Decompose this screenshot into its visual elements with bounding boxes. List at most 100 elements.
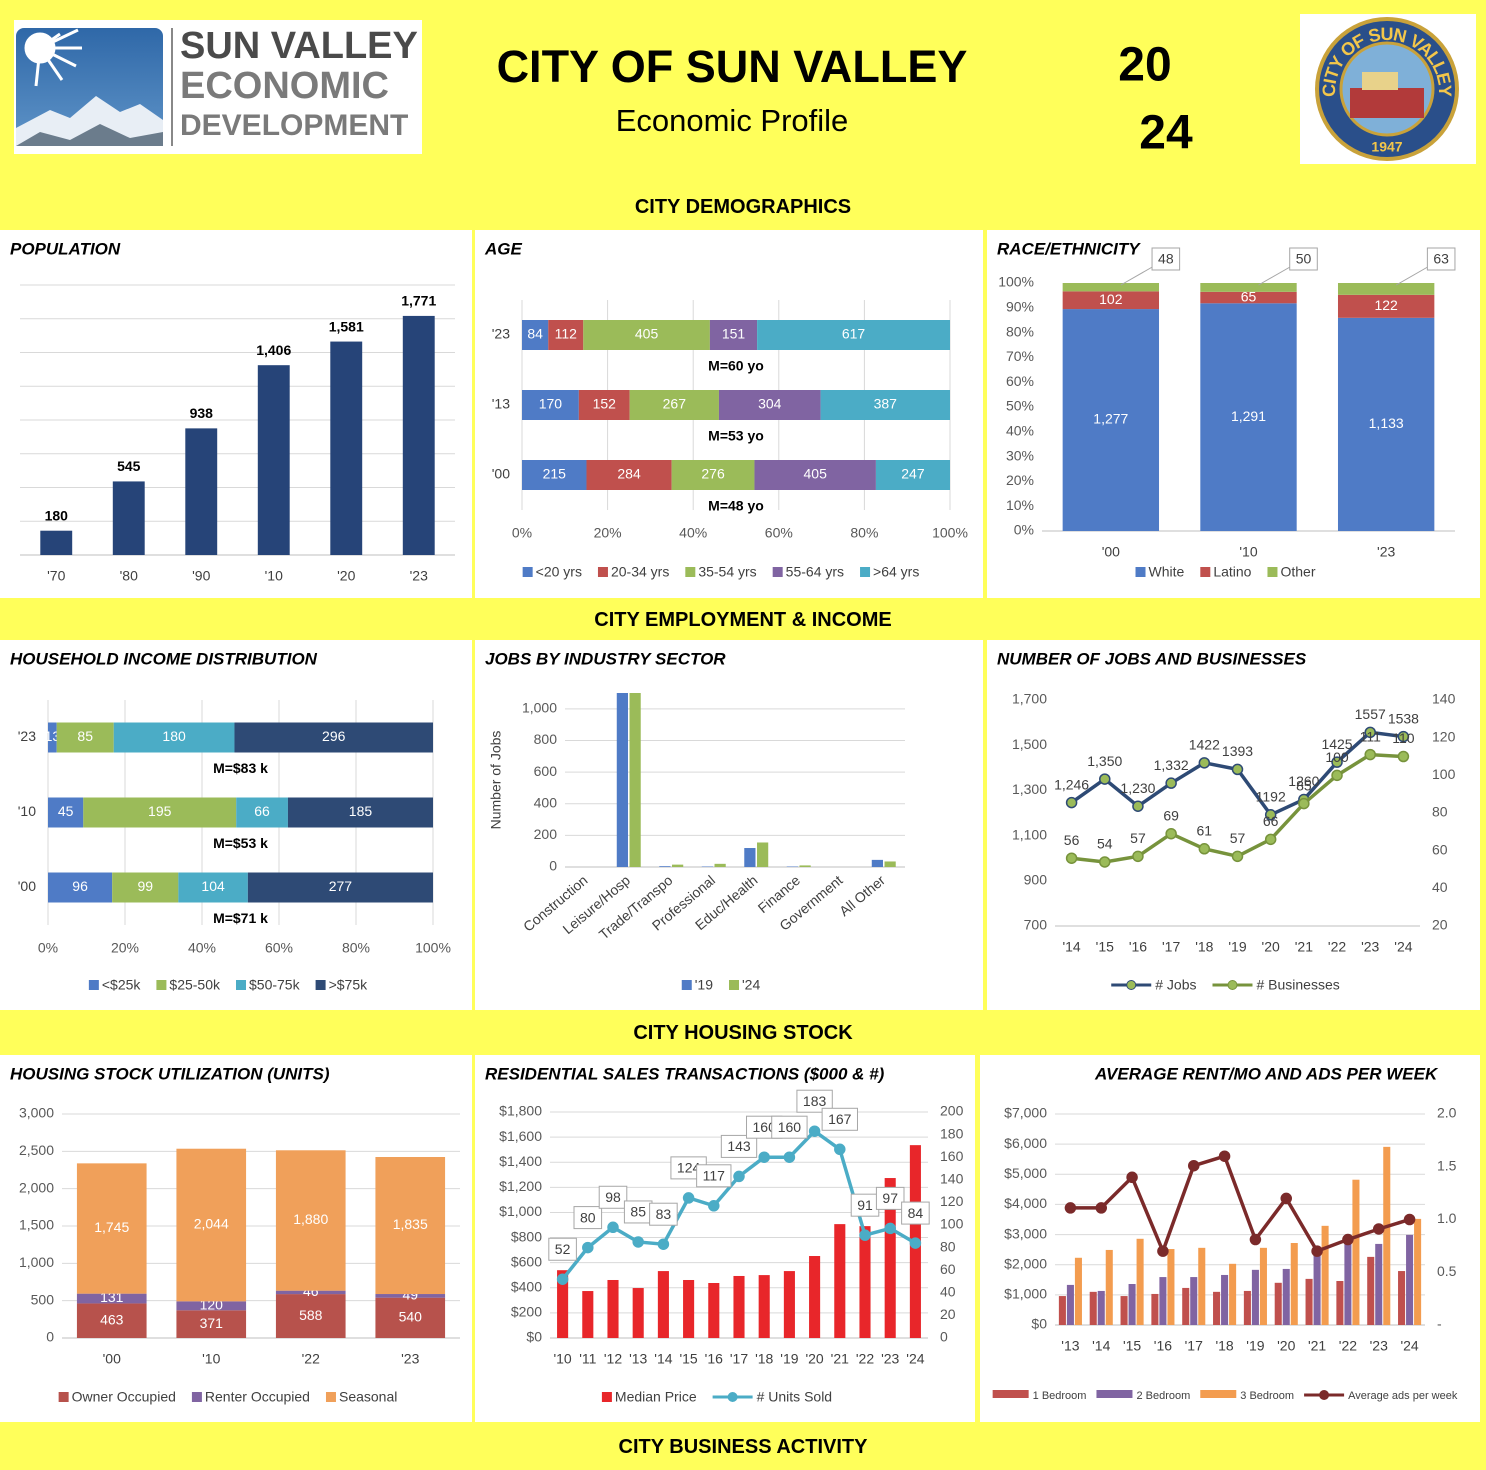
bar [1159, 1277, 1167, 1325]
legend-swatch [315, 980, 326, 990]
bar-segment [176, 1310, 247, 1338]
bar [733, 1275, 745, 1338]
y2-tick-label: 1.0 [1437, 1210, 1457, 1226]
callout-box [796, 1089, 833, 1113]
line-marker [1188, 1159, 1200, 1172]
bar-segment [83, 797, 237, 828]
bar [1305, 1278, 1313, 1325]
bar [1182, 1287, 1190, 1325]
value-label: 56 [1064, 832, 1080, 848]
legend-swatch [156, 980, 167, 990]
callout-box [573, 1206, 603, 1230]
bar [557, 1270, 569, 1338]
callout-box [696, 1164, 732, 1188]
y2-tick-label: 40 [940, 1284, 956, 1300]
y-tick-label: $2,000 [1004, 1255, 1047, 1271]
legend-label: $25-50k [169, 977, 221, 993]
bar [1066, 1284, 1074, 1325]
value-label: 183 [803, 1093, 827, 1109]
bar [1136, 1238, 1144, 1325]
callout-box [1151, 247, 1181, 271]
line-marker [1231, 763, 1244, 776]
callout: 50 [1289, 247, 1318, 271]
callout: 98 [598, 1185, 628, 1209]
median-label: M=53 yo [708, 428, 764, 444]
value-label: 66 [1263, 813, 1279, 829]
x-tick-label: '17 [730, 1351, 748, 1367]
legend-swatch [860, 567, 871, 577]
page-subtitle: Economic Profile [616, 103, 849, 138]
bar [744, 848, 756, 867]
callout-leader [1120, 264, 1157, 286]
bar-segment [548, 320, 584, 350]
y2-tick-label: 0 [940, 1329, 948, 1345]
y-tick-label: 700 [1024, 917, 1048, 933]
y-tick-label: $200 [511, 1304, 542, 1320]
value-label: 296 [322, 728, 346, 744]
value-label: 277 [329, 878, 353, 894]
x-tick-label: 0% [512, 525, 532, 541]
legend-label: 35-54 yrs [698, 564, 756, 580]
bar [1336, 1280, 1344, 1325]
line-marker [1132, 800, 1144, 812]
x-tick-label: '17 [1185, 1338, 1203, 1354]
bar-segment [757, 320, 950, 350]
x-tick-label: '13 [629, 1351, 647, 1367]
y2-tick-label: 100 [1432, 766, 1456, 782]
bar [1367, 1256, 1375, 1325]
chart-panel: AGE 0% 20% 40% 60% 80% 100% '23 84 112 405 151 617 M=… [475, 230, 983, 598]
header: SUN VALLEY ECONOMIC DEVELOPMENT CITY OF … [0, 0, 1486, 178]
section-heading: CITY EMPLOYMENT & INCOME [594, 609, 892, 631]
line-marker [758, 1151, 770, 1163]
chart-panel: NUMBER OF JOBS AND BUSINESSES 700 900 1,100… [987, 640, 1480, 1010]
logo-sun [24, 28, 82, 87]
y-tick-label: 1,700 [1012, 691, 1047, 707]
line-marker [1095, 1202, 1107, 1214]
bar [1383, 1146, 1391, 1325]
y-tick-label: '13 [492, 396, 510, 412]
callout-leader [1258, 264, 1294, 286]
callout: 160 [771, 1115, 808, 1139]
chart-title: POPULATION [10, 239, 121, 258]
x-tick-label: '00 [1102, 544, 1120, 560]
value-label: 104 [201, 878, 225, 894]
legend-swatch [522, 567, 533, 577]
bar [1321, 1225, 1329, 1325]
value-label: 463 [100, 1311, 124, 1327]
y-tick-label: $4,000 [1004, 1195, 1047, 1211]
legend: <20 yrs 20-34 yrs 35-54 yrs 55-64 yrs >64 yr… [522, 564, 919, 580]
bar [884, 1178, 896, 1338]
x-tick-label: '19 [1228, 939, 1246, 955]
section-heading: CITY HOUSING STOCK [633, 1022, 853, 1044]
x-tick-label: 80% [850, 525, 878, 541]
value-label: 91 [857, 1197, 873, 1213]
bar [783, 1271, 795, 1338]
bar-segment [247, 872, 433, 903]
x-tick-label: 60% [765, 525, 793, 541]
y-tick-label: 100% [998, 274, 1034, 290]
bar [1120, 1296, 1128, 1325]
line-marker [1132, 850, 1144, 863]
value-label: 1,880 [293, 1211, 328, 1227]
line-marker [1331, 769, 1343, 782]
value-label: 1,581 [329, 318, 364, 334]
line-marker [1064, 1202, 1077, 1214]
bar [1058, 1296, 1066, 1325]
callout: 48 [1151, 247, 1181, 271]
y-tick-label: 1,300 [1012, 781, 1047, 797]
callout: 143 [720, 1134, 758, 1158]
line-marker [1364, 726, 1376, 739]
y-tick-label: 30% [1006, 447, 1034, 463]
bar [40, 530, 73, 555]
legend-swatch [992, 1390, 1029, 1398]
value-label: 65 [1241, 288, 1257, 304]
y-tick-label: $1,200 [499, 1178, 542, 1194]
value-label: 1,133 [1369, 415, 1404, 431]
x-tick-label: All Other [836, 872, 888, 919]
bar [1398, 1271, 1406, 1325]
line-marker [1280, 1192, 1292, 1205]
y-tick-label: $1,000 [1004, 1286, 1047, 1302]
callout: 83 [649, 1202, 678, 1226]
chart-title: JOBS BY INDUSTRY SECTOR [485, 649, 726, 668]
legend-label: Other [1280, 564, 1315, 580]
